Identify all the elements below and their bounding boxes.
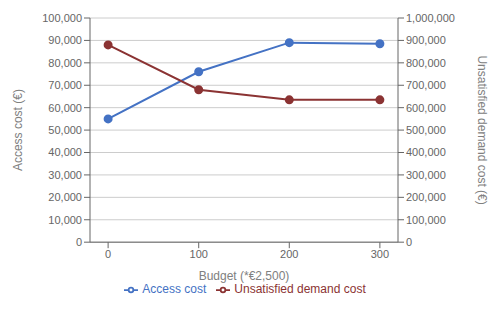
svg-text:40,000: 40,000: [48, 146, 82, 158]
svg-text:10,000: 10,000: [48, 214, 82, 226]
svg-text:Unsatisfied demand cost (€): Unsatisfied demand cost (€): [475, 55, 489, 204]
svg-text:30,000: 30,000: [48, 169, 82, 181]
svg-text:60,000: 60,000: [48, 102, 82, 114]
svg-text:90,000: 90,000: [48, 34, 82, 46]
svg-text:0: 0: [76, 236, 82, 248]
svg-text:300,000: 300,000: [406, 169, 446, 181]
svg-text:Budget (*€2,500): Budget (*€2,500): [199, 269, 290, 283]
html-text:Access cost: Access cost: [142, 282, 207, 297]
svg-text:100: 100: [190, 248, 208, 260]
svg-text:900,000: 900,000: [406, 34, 446, 46]
svg-text:20,000: 20,000: [48, 191, 82, 203]
svg-text:300: 300: [371, 248, 389, 260]
svg-text:100,000: 100,000: [42, 12, 82, 24]
html-text:Unsatisfied demand cost: Unsatisfied demand cost: [234, 282, 366, 297]
svg-text:1,000,000: 1,000,000: [406, 12, 455, 24]
svg-text:200: 200: [280, 248, 298, 260]
svg-text:500,000: 500,000: [406, 124, 446, 136]
svg-text:700,000: 700,000: [406, 79, 446, 91]
svg-text:80,000: 80,000: [48, 57, 82, 69]
svg-text:50,000: 50,000: [48, 124, 82, 136]
svg-text:400,000: 400,000: [406, 146, 446, 158]
svg-text:0: 0: [406, 236, 412, 248]
svg-text:70,000: 70,000: [48, 79, 82, 91]
svg-text:200,000: 200,000: [406, 191, 446, 203]
svg-text:100,000: 100,000: [406, 214, 446, 226]
svg-text:600,000: 600,000: [406, 102, 446, 114]
svg-text:Access cost (€): Access cost (€): [11, 89, 25, 171]
svg-text:800,000: 800,000: [406, 57, 446, 69]
svg-text:0: 0: [105, 248, 111, 260]
